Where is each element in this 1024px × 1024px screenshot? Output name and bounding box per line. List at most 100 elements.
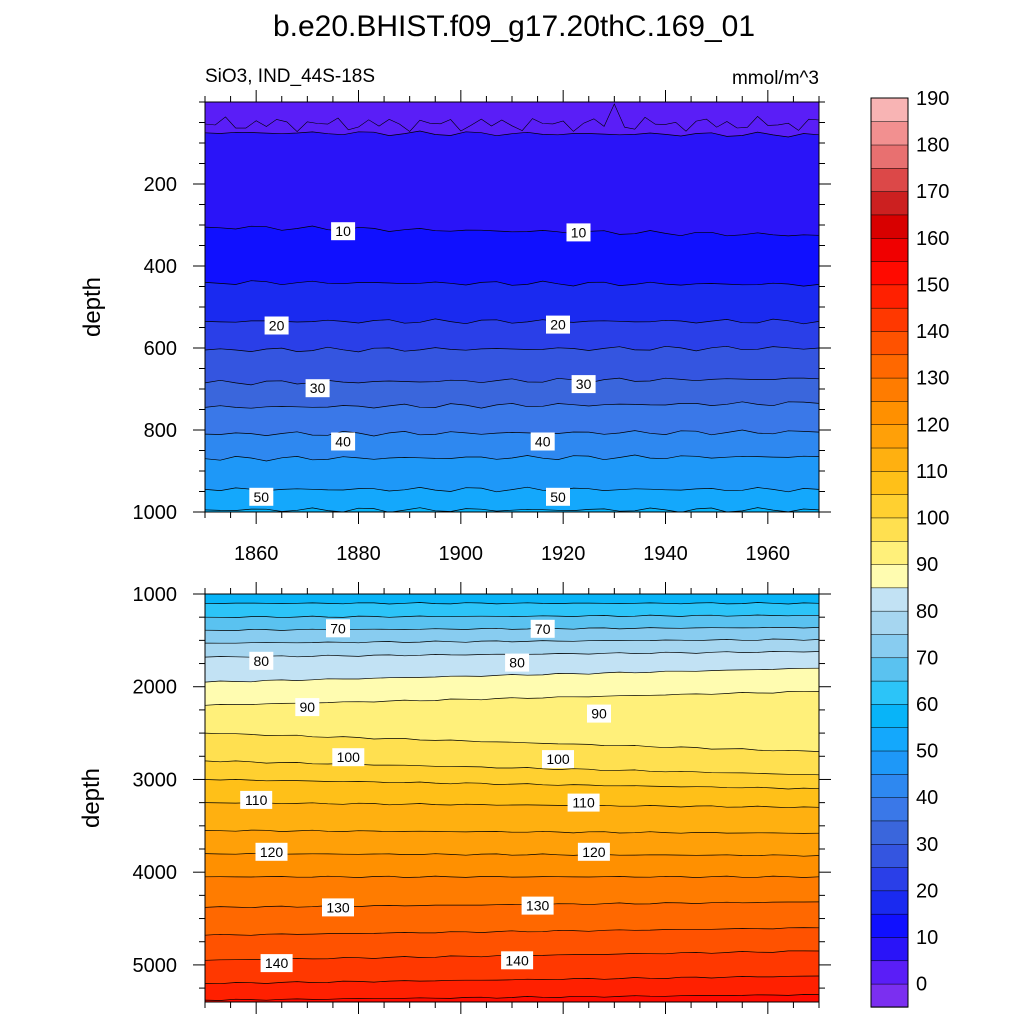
colorbar-tick-label: 80 (916, 601, 938, 623)
colorbar-bin (870, 540, 909, 565)
upper-contour-label-box (566, 223, 591, 242)
lower-y-tick-label: 5000 (133, 955, 178, 977)
upper-contour-label-text: 30 (310, 380, 326, 396)
colorbar-bin (870, 633, 909, 659)
lower-band-145 (205, 976, 819, 1002)
chart-title: b.e20.BHIST.f09_g17.20thC.169_01 (273, 10, 755, 43)
upper-contour-label: 10 (566, 223, 591, 242)
lower-y-axis-label: depth (78, 768, 105, 828)
lower-contour-label: 140 (501, 951, 534, 970)
upper-y-tick-label: 1000 (133, 502, 178, 524)
lower-contour-labels: 70 70 80 80 90 90 100 100 110 110 120 120 130 130 140 1… (240, 619, 611, 973)
x-tick-label: 1960 (746, 543, 791, 565)
lower-contour-label-box (255, 842, 288, 861)
lower-contour-label-box (577, 842, 610, 861)
lower-contour-label-box (326, 619, 350, 638)
lower-contour-label: 80 (249, 651, 274, 670)
upper-contour-label: 10 (331, 222, 356, 241)
upper-contour-label-box (546, 315, 570, 334)
colorbar-bin (870, 750, 909, 775)
colorbar-tick-label: 90 (916, 554, 938, 576)
colorbar-tick-label: 70 (916, 647, 938, 669)
colorbar: 0 10 20 30 40 50 60 70 80 90 100 110 120 130 140 150 160… (870, 88, 949, 1008)
lower-contour-label-text: 130 (526, 898, 550, 914)
lower-contour-line-130 (205, 901, 819, 909)
lower-contour-label: 140 (260, 954, 293, 973)
colorbar-tick-label: 10 (916, 927, 938, 949)
upper-contour-label-box (530, 432, 555, 451)
colorbar-bin (870, 587, 909, 612)
lower-contour-fill (205, 594, 819, 1002)
upper-contour-label: 30 (305, 379, 330, 398)
colorbar-tick-label: 60 (916, 694, 938, 716)
upper-band-55 (205, 507, 819, 512)
lower-contour-label-box (240, 790, 273, 809)
upper-contour-label: 50 (546, 487, 570, 506)
upper-y-axis-label: depth (79, 277, 106, 337)
lower-contour-label-text: 140 (265, 955, 289, 971)
units-label: mmol/m^3 (732, 68, 819, 89)
lower-contour-label-box (542, 750, 574, 769)
colorbar-bin (870, 354, 909, 379)
colorbar-tick-label: 160 (916, 228, 949, 250)
lower-y-axis: 1000 2000 3000 4000 5000 (133, 584, 831, 989)
lower-contour-label-text: 80 (254, 653, 270, 669)
lower-contour-line-95 (205, 732, 819, 752)
x-tick-label: 1880 (336, 543, 381, 565)
upper-contour-label: 30 (571, 375, 596, 394)
lower-contour-label: 70 (530, 619, 555, 638)
colorbar-bin (870, 703, 909, 728)
upper-contour-label-text: 40 (335, 434, 351, 450)
upper-contour-label-box (571, 375, 596, 394)
lower-contour-label-box (587, 704, 611, 723)
upper-contour-label: 40 (331, 432, 356, 451)
lower-contour-label-box (567, 793, 600, 812)
lower-contour-label: 100 (332, 748, 365, 767)
colorbar-bin (870, 377, 909, 402)
lower-contour-line-120 (205, 853, 819, 857)
upper-contour-label-text: 20 (269, 318, 285, 334)
colorbar-tick-label: 50 (916, 741, 938, 763)
upper-contour-line-20 (205, 318, 819, 325)
colorbar-tick-label: 130 (916, 368, 949, 390)
lower-contour-label-box (260, 954, 293, 973)
colorbar-tick-label: 140 (916, 321, 949, 343)
colorbar-bin (870, 796, 909, 822)
upper-x-axis: 1860 1880 1900 1920 1940 1960 (204, 90, 820, 565)
colorbar-frame (870, 97, 909, 1008)
colorbar-bin (870, 307, 909, 332)
lower-y-tick-label: 3000 (133, 770, 178, 792)
lower-contour-lines (205, 602, 819, 1001)
colorbar-bin (870, 913, 909, 938)
upper-surface-band (205, 102, 819, 133)
lower-contour-line-145 (205, 975, 819, 985)
colorbar-tick-label: 40 (916, 787, 938, 809)
lower-contour-label-text: 130 (326, 899, 350, 915)
lower-contour-label-text: 70 (330, 620, 346, 636)
colorbar-tick-label: 190 (916, 88, 949, 110)
lower-contour-line-70 (205, 626, 819, 631)
upper-contour-line-55 (205, 507, 819, 512)
colorbar-bin (870, 610, 909, 635)
colorbar-bin (870, 144, 909, 169)
upper-y-tick-label: 400 (144, 256, 177, 278)
colorbar-bin (870, 983, 909, 1008)
colorbar-bin (870, 843, 909, 868)
colorbar-bin (870, 167, 909, 192)
lower-contour-label-box (295, 698, 320, 717)
upper-contour-line-15 (205, 280, 819, 287)
lower-contour-label-box (530, 619, 555, 638)
colorbar-bin (870, 727, 909, 752)
colorbar-tick-label: 170 (916, 181, 949, 203)
lower-contour-label-box (322, 898, 354, 917)
upper-contour-line-45 (205, 454, 819, 462)
lower-contour-label: 70 (326, 619, 350, 638)
colorbar-bin (870, 820, 909, 845)
upper-contour-label: 20 (264, 316, 289, 335)
upper-contour-fill (205, 102, 819, 512)
colorbar-bin (870, 424, 909, 449)
lower-contour-line-100 (205, 760, 819, 776)
colorbar-bin (870, 470, 909, 495)
colorbar-bin (870, 260, 909, 286)
